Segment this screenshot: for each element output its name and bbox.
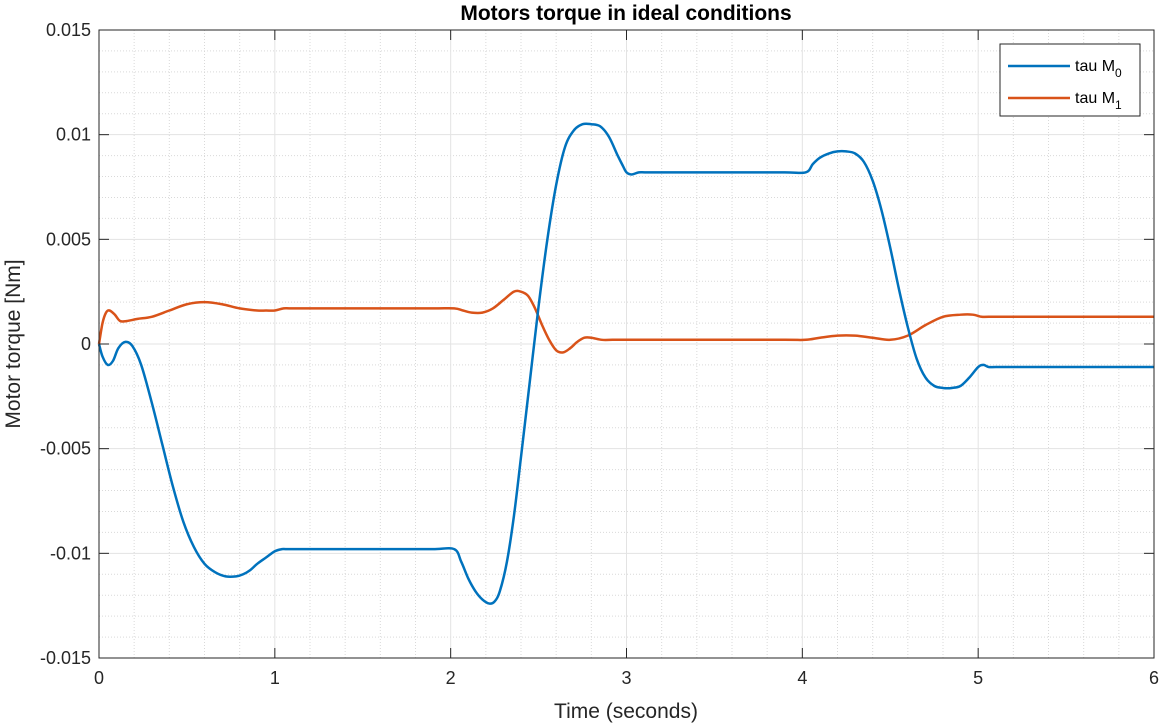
x-axis-label: Time (seconds) <box>554 700 698 723</box>
y-tick-label: 0.01 <box>56 125 91 145</box>
y-tick-label: 0.005 <box>46 229 91 249</box>
x-tick-label: 4 <box>797 668 807 688</box>
ticks <box>98 29 1155 659</box>
legend-name-tau-m0: tau M <box>1075 58 1115 75</box>
y-tick-label: 0 <box>81 334 91 354</box>
tick-labels: 0 1 2 3 4 5 6 0.015 0.01 0.005 0 -0.005 -0.01 -0.015 <box>40 20 1159 688</box>
y-tick-label: 0.015 <box>46 20 91 40</box>
x-tick-label: 5 <box>973 668 983 688</box>
legend: tau M0 tau M1 <box>999 43 1141 117</box>
legend-name-tau-m1: tau M <box>1075 90 1115 107</box>
legend-box <box>999 43 1141 117</box>
legend-label-tau-m0: tau M0 <box>1075 58 1122 80</box>
x-tick-label: 6 <box>1149 668 1159 688</box>
legend-label-tau-m1: tau M1 <box>1075 90 1122 112</box>
series-line-tau-m1 <box>97 289 1154 354</box>
y-tick-label: -0.01 <box>50 543 91 563</box>
y-axis-label: Motor torque [Nm] <box>2 259 25 428</box>
legend-subscript-tau-m0: 0 <box>1115 66 1122 80</box>
x-tick-label: 2 <box>446 668 456 688</box>
series-line-tau-m0 <box>97 122 1154 605</box>
chart-title: Motors torque in ideal conditions <box>460 2 791 25</box>
x-tick-label: 0 <box>94 668 104 688</box>
x-tick-label: 3 <box>621 668 631 688</box>
legend-subscript-tau-m1: 1 <box>1115 98 1122 112</box>
y-tick-label: -0.005 <box>40 439 91 459</box>
series-group <box>97 122 1154 605</box>
y-tick-label: -0.015 <box>40 648 91 668</box>
x-tick-label: 1 <box>270 668 280 688</box>
